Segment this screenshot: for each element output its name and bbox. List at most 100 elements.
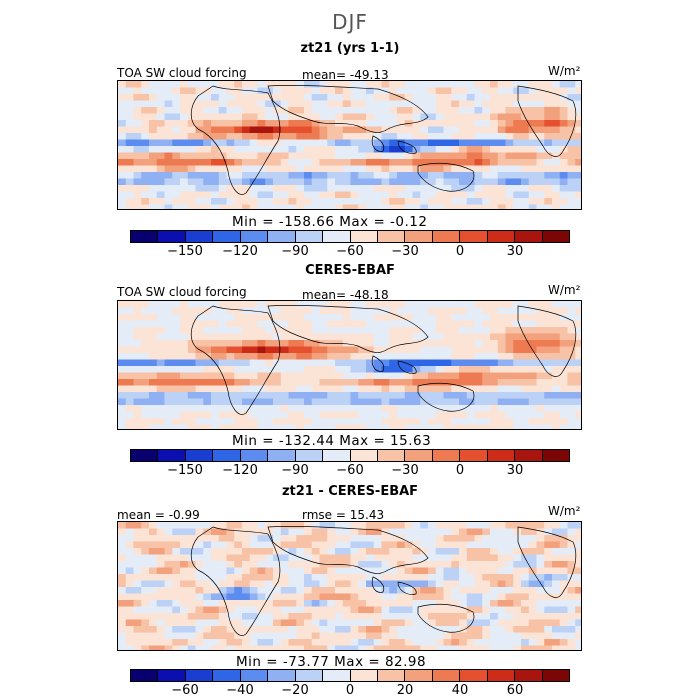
map-cell [242,133,251,140]
map-cell [528,327,537,334]
map-cell [513,353,522,360]
map-cell [280,307,289,315]
map-cell [273,405,282,412]
map-cell [249,567,258,575]
map-cell [513,541,522,549]
map-cell [482,645,491,650]
map-cell [118,152,127,160]
map-cell [342,398,351,406]
map-cell [249,593,258,601]
map-cell [381,535,390,542]
map-cell [342,185,351,192]
map-cell [490,411,499,419]
map-cell [164,424,173,429]
map-cell [218,359,227,367]
map-cell [451,639,460,646]
map-cell [304,146,313,153]
map-cell [133,301,142,308]
map-cell [451,541,460,549]
map-cell [342,165,351,173]
map-cell [412,159,421,166]
map-cell [273,100,282,108]
map-cell [149,379,158,386]
map-cell [203,535,212,542]
map-cell [404,522,413,529]
map-cell [466,522,475,529]
map-cell [172,411,181,419]
map-cell [474,411,483,419]
map-cell [273,392,282,399]
map-cell [242,632,251,640]
map-cell [381,418,390,425]
map-cell [335,113,344,121]
map-cell [327,600,336,607]
map-cell [389,574,398,581]
map-cell [226,366,235,373]
map-cell [218,418,227,425]
map-cell [304,139,313,147]
map-cell [180,418,189,425]
map-cell [544,567,553,575]
map-cell [288,327,297,334]
map-cell [389,204,398,209]
map-cell [505,535,514,542]
map-cell [288,113,297,121]
map-cell [327,178,336,186]
map-cell [505,333,514,341]
map-cell [327,574,336,581]
map-cell [482,198,491,205]
map-cell [304,133,313,140]
map-cell [203,411,212,419]
map-cell [559,606,568,614]
map-cell [265,645,274,650]
map-cell [335,385,344,393]
map-cell [195,87,204,95]
map-cell [257,411,266,419]
map-cell [482,580,491,588]
map-cell [358,372,367,380]
map-cell [389,133,398,140]
map-cell [249,587,258,594]
map-cell [203,100,212,108]
map-cell [172,528,181,536]
map-cell [288,185,297,192]
map-cell [257,120,266,127]
map-cell [335,133,344,140]
map-cell [536,561,545,568]
map-cell [490,301,499,308]
map-cell [435,600,444,607]
map-cell [164,94,173,101]
map-cell [288,418,297,425]
map-cell [567,639,576,646]
map-cell [327,133,336,140]
colorbar-swatch [542,670,569,681]
map-cell [505,405,514,412]
map-cell [443,372,452,380]
map-cell [296,593,305,601]
map-cell [497,372,506,380]
map-cell [296,346,305,354]
map-cell [366,152,375,160]
map-cell [397,327,406,334]
map-cell [474,87,483,95]
map-cell [482,639,491,646]
map-cell [420,554,429,562]
map-cell [242,314,251,321]
map-cell [451,385,460,393]
map-cell [474,613,483,620]
map-cell [575,333,581,341]
map-cell [187,541,196,549]
map-cell [490,593,499,601]
colorbar-tick-label: −120 [222,244,258,259]
map-cell [358,120,367,127]
map-cell [311,126,320,134]
map-cell [172,372,181,380]
map-cell [575,307,581,315]
map-cell [544,385,553,393]
map-cell [505,639,514,646]
map-cell [273,133,282,140]
map-cell [474,198,483,205]
map-cell [211,126,220,134]
map-cell [397,593,406,601]
map-cell [366,146,375,153]
